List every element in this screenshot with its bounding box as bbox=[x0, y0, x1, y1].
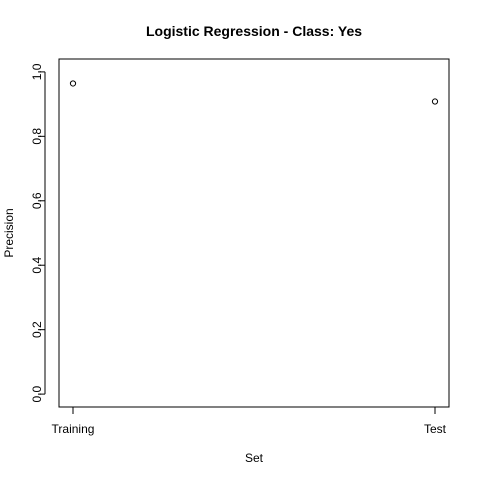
x-tick-label: Test bbox=[424, 422, 447, 436]
data-point-training bbox=[69, 80, 77, 87]
data-points bbox=[69, 80, 439, 105]
x-axis-label: Set bbox=[245, 451, 264, 465]
y-axis: 0.0 0.2 0.4 0.6 0.8 1.0 bbox=[30, 63, 46, 402]
y-axis-label: Precision bbox=[2, 208, 16, 257]
x-axis: Training Test bbox=[52, 406, 447, 436]
y-tick-label: 0.6 bbox=[30, 192, 44, 209]
y-tick-label: 0.8 bbox=[30, 128, 44, 145]
y-tick-label: 1.0 bbox=[30, 63, 44, 80]
y-tick-label: 0.4 bbox=[30, 257, 44, 274]
y-tick-label: 0.0 bbox=[30, 385, 44, 402]
plot-area-border bbox=[58, 58, 450, 408]
chart-title: Logistic Regression - Class: Yes bbox=[146, 23, 362, 39]
x-tick-label: Training bbox=[52, 422, 95, 436]
y-tick-label: 0.2 bbox=[30, 321, 44, 338]
data-point-test bbox=[431, 98, 439, 105]
